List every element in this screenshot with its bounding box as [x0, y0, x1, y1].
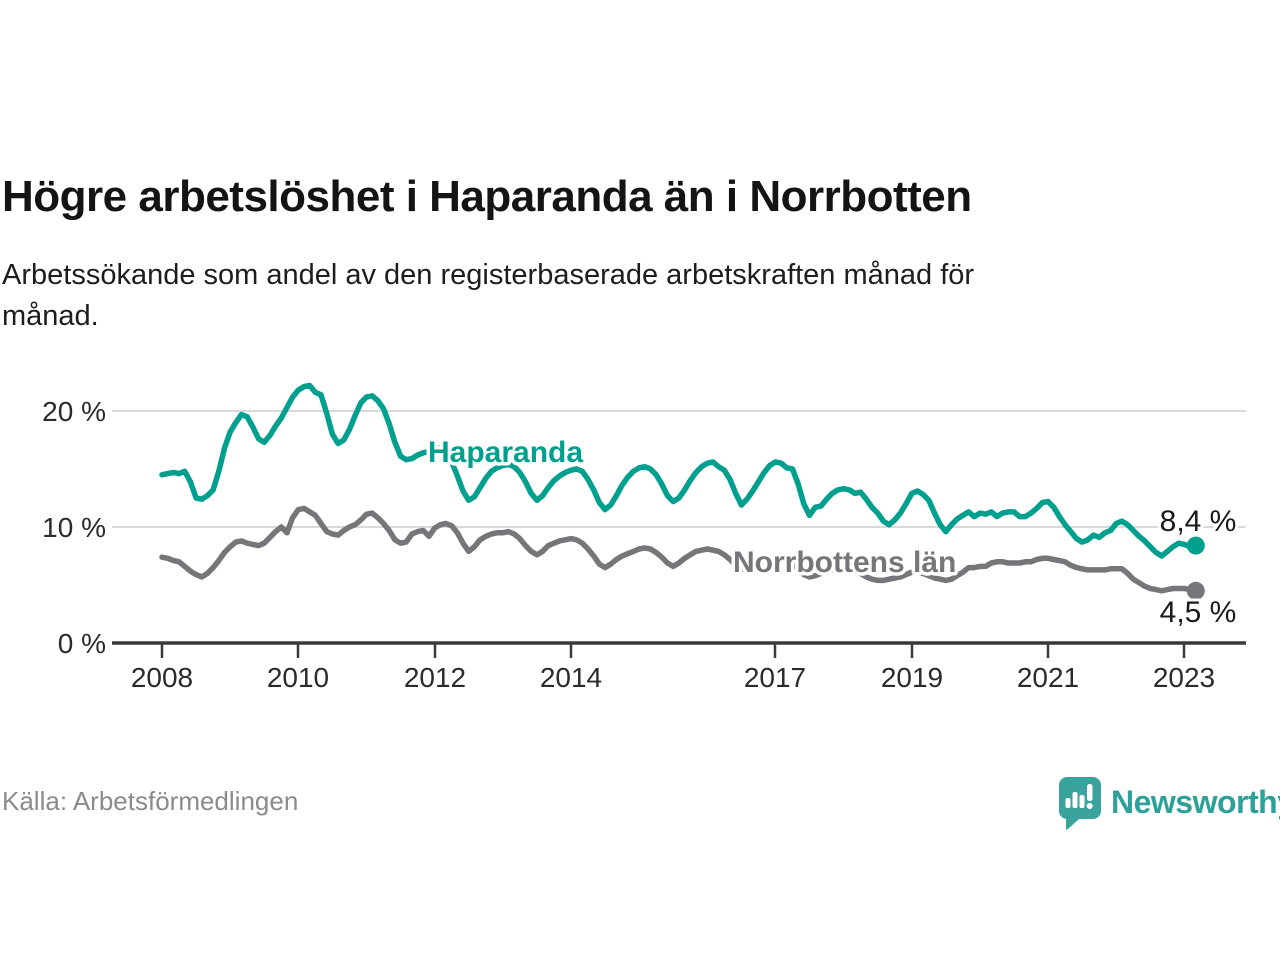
- newsworthy-logo-icon: [1059, 777, 1101, 830]
- end-value-norrbotten: 4,5 %: [1160, 596, 1237, 629]
- end-value-haparanda: 8,4 %: [1160, 505, 1237, 538]
- newsworthy-wordmark: Newsworthy: [1111, 784, 1280, 820]
- logo-exclamation-icon: [1087, 784, 1093, 801]
- x-tick-label-2014: 2014: [540, 662, 602, 693]
- x-tick-label-2010: 2010: [267, 662, 329, 693]
- chart-subtitle: Arbetssökande som andel av den registerb…: [2, 259, 975, 333]
- series-line-haparanda: [159, 382, 1199, 559]
- newsworthy-logo: Newsworthy: [1056, 774, 1280, 830]
- x-tick-label-2017: 2017: [744, 662, 806, 693]
- series-label-haparanda: Haparanda: [428, 436, 583, 469]
- series-line-norrbotten: [159, 505, 1199, 594]
- x-tick-label-2019: 2019: [881, 662, 943, 693]
- series-end-dot-norrbotten: [1186, 581, 1205, 600]
- x-tick-label-2008: 2008: [131, 662, 193, 693]
- series-label-norrbotten: Norrbottens län: [733, 546, 956, 579]
- series-end-dot-haparanda: [1186, 536, 1205, 555]
- y-tick-label-0: 0 %: [58, 628, 106, 659]
- source-credit: Källa: Arbetsförmedlingen: [2, 786, 299, 816]
- page-title: Högre arbetslöshet i Haparanda än i Norr…: [2, 172, 972, 222]
- logo-bars-icon: [1065, 784, 1093, 809]
- x-tick-label-2012: 2012: [404, 662, 466, 693]
- x-tick-label-2021: 2021: [1017, 662, 1079, 693]
- y-tick-label-10: 10 %: [42, 512, 106, 543]
- y-tick-label-20: 20 %: [42, 396, 106, 427]
- x-tick-label-2023: 2023: [1153, 662, 1215, 693]
